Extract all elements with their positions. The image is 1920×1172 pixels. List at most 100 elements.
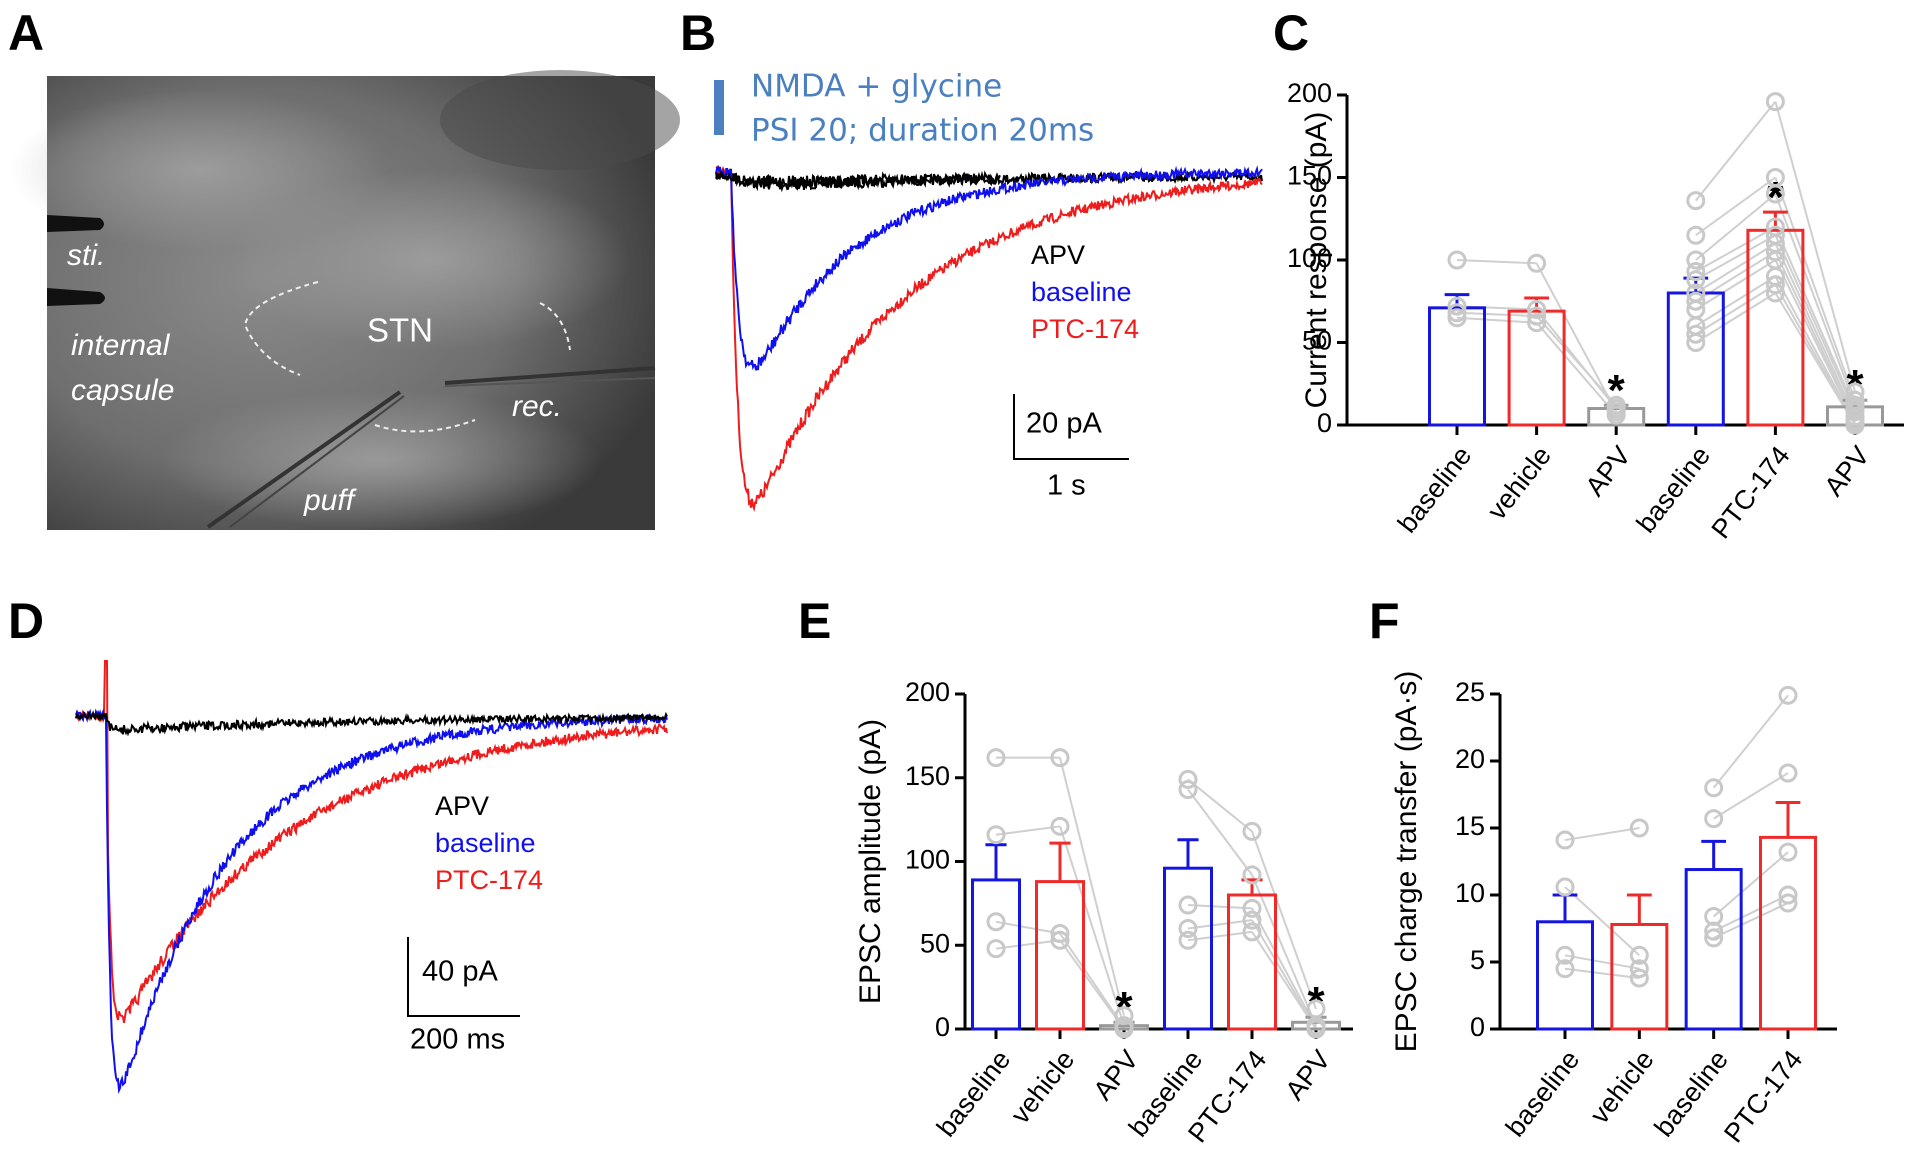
y-tick-label: 10 <box>1455 878 1485 908</box>
y-tick-label: 200 <box>1287 78 1332 108</box>
x-tick-label: vehicle <box>1584 1045 1659 1130</box>
error-bar <box>1701 839 1727 870</box>
pair-line <box>1774 276 1856 424</box>
data-point <box>1704 809 1724 829</box>
scale-label: 20 pA <box>1026 408 1102 440</box>
pair-line <box>1187 778 1253 833</box>
x-tick-label: PTC-174 <box>1718 1045 1808 1149</box>
stimulus-text: PSI 20; duration 20ms <box>751 113 1094 149</box>
y-tick-label: 50 <box>920 928 950 958</box>
y-tick-label: 200 <box>905 677 950 707</box>
panel-letter: C <box>1273 5 1309 61</box>
y-tick-label: 0 <box>935 1012 950 1042</box>
bar <box>1666 291 1725 427</box>
y-tick-label: 150 <box>905 761 950 791</box>
data-point <box>986 748 1006 768</box>
data-point <box>1242 898 1262 918</box>
data-point <box>1178 930 1198 950</box>
pair-line <box>1059 826 1125 1026</box>
pair-line <box>1456 316 1537 324</box>
pair-line <box>1695 283 1776 336</box>
pair-line <box>1456 311 1537 318</box>
legend-label: baseline <box>435 828 536 858</box>
legend-label: PTC-174 <box>1031 314 1139 344</box>
data-point <box>1778 842 1798 862</box>
data-point <box>986 825 1006 845</box>
traces <box>75 660 668 1095</box>
data-point <box>1778 763 1798 783</box>
scale-label: 1 s <box>1047 470 1086 502</box>
legend-label: PTC-174 <box>435 865 543 895</box>
y-tick-label: 100 <box>905 845 950 875</box>
pair-line <box>1774 251 1856 421</box>
error-bar <box>1775 801 1801 838</box>
y-tick-label: 0 <box>1317 408 1332 438</box>
pair-line <box>1695 259 1776 311</box>
data-point <box>1306 1019 1326 1039</box>
data-point <box>1114 1019 1134 1039</box>
data-point <box>1114 1006 1134 1026</box>
pair-line <box>1774 177 1856 401</box>
y-tick-label: 50 <box>1302 326 1332 356</box>
data-point <box>1704 778 1724 798</box>
data-point <box>1242 922 1262 942</box>
data-point <box>1778 685 1798 705</box>
pair-line <box>1695 234 1776 281</box>
data-point <box>1527 306 1547 326</box>
y-axis-label: Current response (pA) <box>1300 112 1333 409</box>
pair-line <box>1774 243 1856 418</box>
pair-line <box>1695 193 1777 261</box>
data-point <box>1555 877 1575 897</box>
trace <box>75 660 668 1023</box>
data-point <box>1629 945 1649 965</box>
x-tick-label: APV <box>1818 441 1875 502</box>
legend-label: APV <box>435 791 489 821</box>
x-tick-label: baseline <box>1631 441 1717 539</box>
pair-line <box>1187 919 1253 930</box>
pair-line <box>1695 226 1776 273</box>
pair-line <box>1713 851 1789 918</box>
data-point <box>1686 250 1706 270</box>
x-tick-label: vehicle <box>1005 1045 1080 1130</box>
pair-line <box>1456 259 1537 265</box>
pair-line <box>995 939 1061 950</box>
pair-line <box>1774 259 1856 423</box>
data-point <box>986 912 1006 932</box>
y-tick-label: 100 <box>1287 243 1332 273</box>
data-point <box>1527 300 1547 319</box>
data-point <box>1765 283 1785 303</box>
pair-line <box>1774 234 1856 413</box>
data-point <box>1686 191 1706 211</box>
bar <box>1684 868 1743 1031</box>
pair-line <box>1059 757 1125 1016</box>
data-point <box>986 939 1006 959</box>
data-point <box>1050 816 1070 836</box>
x-tick-label: vehicle <box>1482 441 1557 526</box>
data-point <box>1242 865 1262 885</box>
data-point <box>1050 930 1070 950</box>
pair-line <box>1187 930 1253 942</box>
x-tick-label: baseline <box>1392 441 1478 539</box>
trace <box>75 710 668 737</box>
scale-bar <box>407 937 520 1017</box>
error-bar <box>1049 841 1071 882</box>
pair-line <box>1564 827 1640 842</box>
pair-line <box>1251 831 1317 1010</box>
y-tick-label: 5 <box>1470 945 1485 975</box>
pair-line <box>1564 886 1641 957</box>
scale-label: 200 ms <box>410 1024 505 1056</box>
legend-label: baseline <box>1031 277 1132 307</box>
pair-line <box>1059 932 1125 1028</box>
x-tick-label: baseline <box>931 1045 1017 1143</box>
data-point <box>1765 242 1785 262</box>
data-point <box>1606 395 1626 415</box>
data-point <box>1629 968 1649 988</box>
data-point <box>1447 250 1467 270</box>
data-point <box>1527 313 1547 333</box>
data-point <box>1765 92 1785 112</box>
data-point <box>1845 415 1865 435</box>
data-point <box>1704 921 1724 941</box>
pair-line <box>1535 322 1617 416</box>
data-point <box>1178 769 1198 789</box>
